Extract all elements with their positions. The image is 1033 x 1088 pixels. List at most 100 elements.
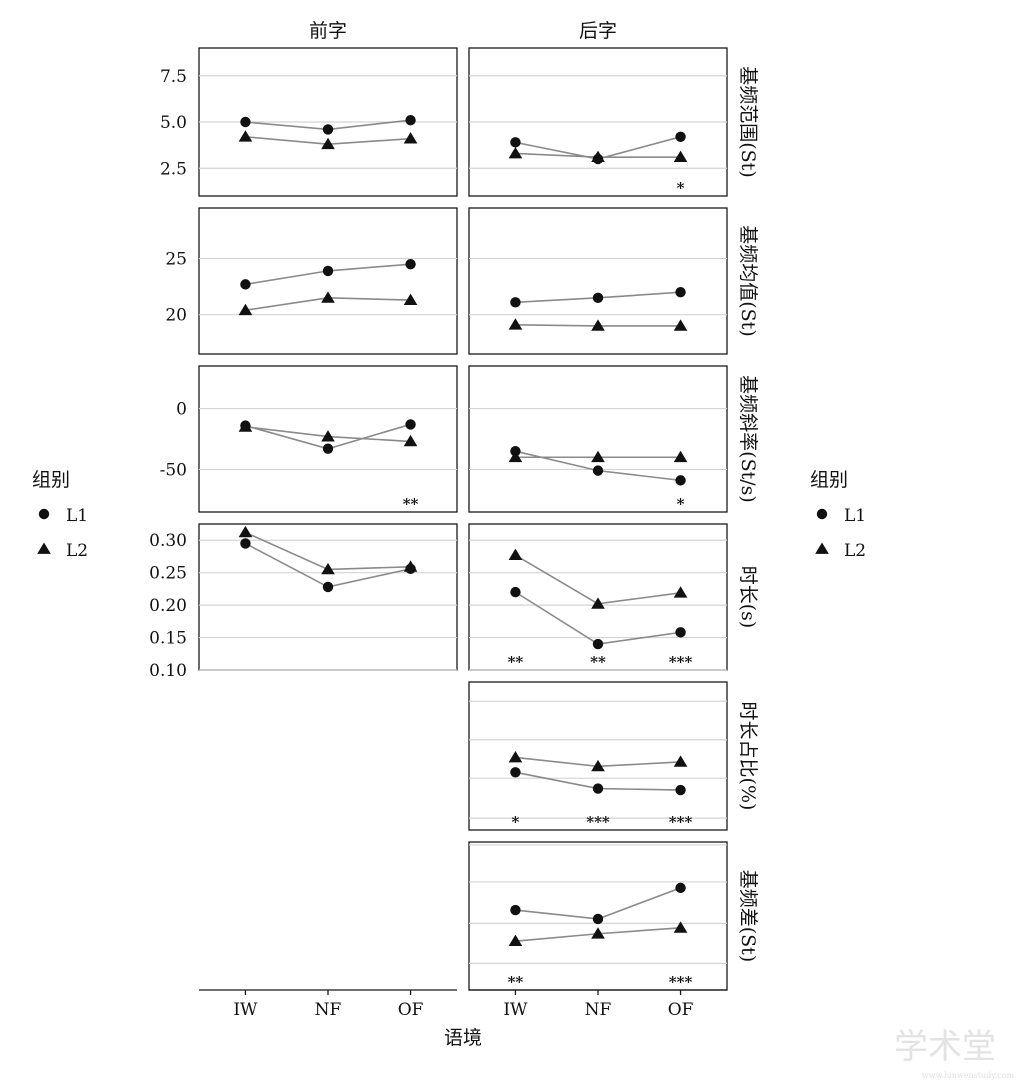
data-point-L2 (508, 548, 523, 561)
data-point-L1 (592, 292, 604, 304)
legend-label: L1 (66, 506, 88, 526)
row-strip-label: 基频差(St) (737, 870, 759, 962)
data-point-L2 (238, 525, 253, 538)
x-tick-label: OF (398, 1000, 424, 1020)
y-tick-label: 0.10 (149, 661, 187, 681)
data-point-L2 (591, 597, 605, 609)
data-point-L2 (321, 291, 335, 303)
data-point-L2 (403, 293, 418, 305)
significance-label: *** (586, 813, 610, 831)
significance-label: *** (669, 973, 693, 991)
data-point-L2 (321, 137, 335, 150)
significance-label: *** (669, 813, 693, 831)
column-strip-label: 前字 (309, 20, 347, 42)
y-tick-label: 0.25 (149, 564, 187, 584)
data-point-L2 (508, 750, 523, 763)
significance-label: ** (508, 653, 524, 671)
data-point-L1 (240, 116, 251, 128)
watermark-subtext: www.lunwenstudy.com (922, 1071, 1015, 1080)
y-tick-label: 5.0 (160, 113, 187, 133)
y-tick-label: 7.5 (160, 67, 187, 87)
legend-key-L1 (38, 508, 50, 520)
row-strip-label: 时长(s) (737, 566, 759, 629)
data-point-L2 (591, 319, 605, 331)
x-axis-title: 语境 (444, 1027, 482, 1049)
watermark: 学术堂 www.lunwenstudy.com (894, 1027, 1015, 1080)
legend-label: L2 (66, 541, 88, 561)
data-point-L2 (238, 303, 253, 316)
data-point-L2 (673, 586, 688, 598)
watermark-text: 学术堂 (894, 1027, 996, 1067)
data-point-L2 (673, 755, 688, 767)
data-point-L1 (510, 137, 521, 148)
data-point-L1 (405, 258, 416, 270)
data-point-L1 (510, 767, 521, 778)
data-point-L1 (592, 638, 604, 650)
data-point-L2 (673, 319, 688, 331)
legend-label: L1 (844, 506, 866, 526)
significance-label: ** (508, 973, 524, 991)
data-point-L2 (403, 132, 418, 144)
panel-back-row-3: * (468, 365, 728, 513)
y-tick-label: 0.30 (149, 531, 187, 551)
x-tick-label: IW (503, 1000, 528, 1020)
significance-label: * (512, 813, 520, 831)
data-point-L1 (322, 443, 334, 454)
y-tick-label: 2.5 (160, 159, 187, 179)
panel-frame (468, 207, 728, 355)
column-strip-label: 后字 (579, 20, 617, 42)
y-tick-label: 0.15 (149, 629, 187, 649)
data-point-L2 (591, 150, 605, 163)
data-point-L1 (675, 784, 686, 796)
data-point-L1 (510, 586, 521, 598)
data-point-L2 (238, 420, 253, 432)
legends: 组别 L1 L2 组别 L1 L2 (32, 469, 866, 561)
data-point-L2 (508, 318, 523, 330)
panel-frame (198, 207, 458, 355)
data-point-L1 (240, 279, 251, 290)
data-point-L1 (592, 783, 604, 794)
data-point-L1 (510, 297, 521, 308)
y-tick-label: 25 (165, 250, 187, 270)
y-tick-label: 0 (176, 400, 187, 420)
panel-front-row-4: 0.10 0.15 0.20 0.25 0.30 (149, 523, 458, 681)
data-point-L2 (591, 927, 605, 939)
data-point-L2 (238, 130, 253, 142)
row-strip-label: 基频范围(St) (737, 66, 759, 177)
data-point-L1 (322, 124, 334, 135)
legend-title: 组别 (810, 469, 848, 491)
data-point-L2 (591, 450, 605, 463)
data-point-L1 (675, 287, 686, 298)
panel-back-row-5: * *** *** (468, 681, 728, 831)
significance-label: ** (403, 495, 419, 513)
significance-label: ** (590, 653, 606, 671)
row-strip-label: 时长占比(%) (737, 702, 759, 811)
panel-front-row-3: ** -50 0 (160, 365, 458, 513)
data-point-L2 (673, 150, 688, 163)
data-point-L1 (592, 465, 604, 476)
data-point-L1 (322, 265, 334, 277)
data-point-L2 (508, 450, 523, 463)
significance-label: * (677, 179, 685, 197)
data-point-L1 (675, 627, 686, 638)
x-tick-label: NF (315, 1000, 342, 1020)
panel-frame (468, 365, 728, 513)
data-point-L1 (675, 131, 686, 142)
significance-label: *** (669, 653, 693, 671)
x-axis: IW NF OF IW NF OF 语境 (199, 989, 727, 1049)
data-point-L1 (322, 581, 334, 593)
data-point-L2 (591, 759, 605, 772)
panel-back-row-4: ** ** *** (468, 523, 728, 671)
panel-back-row-1: * (468, 47, 728, 197)
data-point-L1 (675, 882, 686, 894)
data-point-L1 (405, 419, 416, 430)
x-tick-label: NF (585, 1000, 612, 1020)
data-point-L2 (508, 934, 523, 947)
panel-front-row-1: 2.5 5.0 7.5 (160, 47, 458, 197)
data-point-L2 (403, 560, 418, 572)
legend-left: 组别 L1 L2 (32, 469, 88, 561)
significance-label: * (677, 495, 685, 513)
panel-back-row-2 (468, 207, 728, 355)
